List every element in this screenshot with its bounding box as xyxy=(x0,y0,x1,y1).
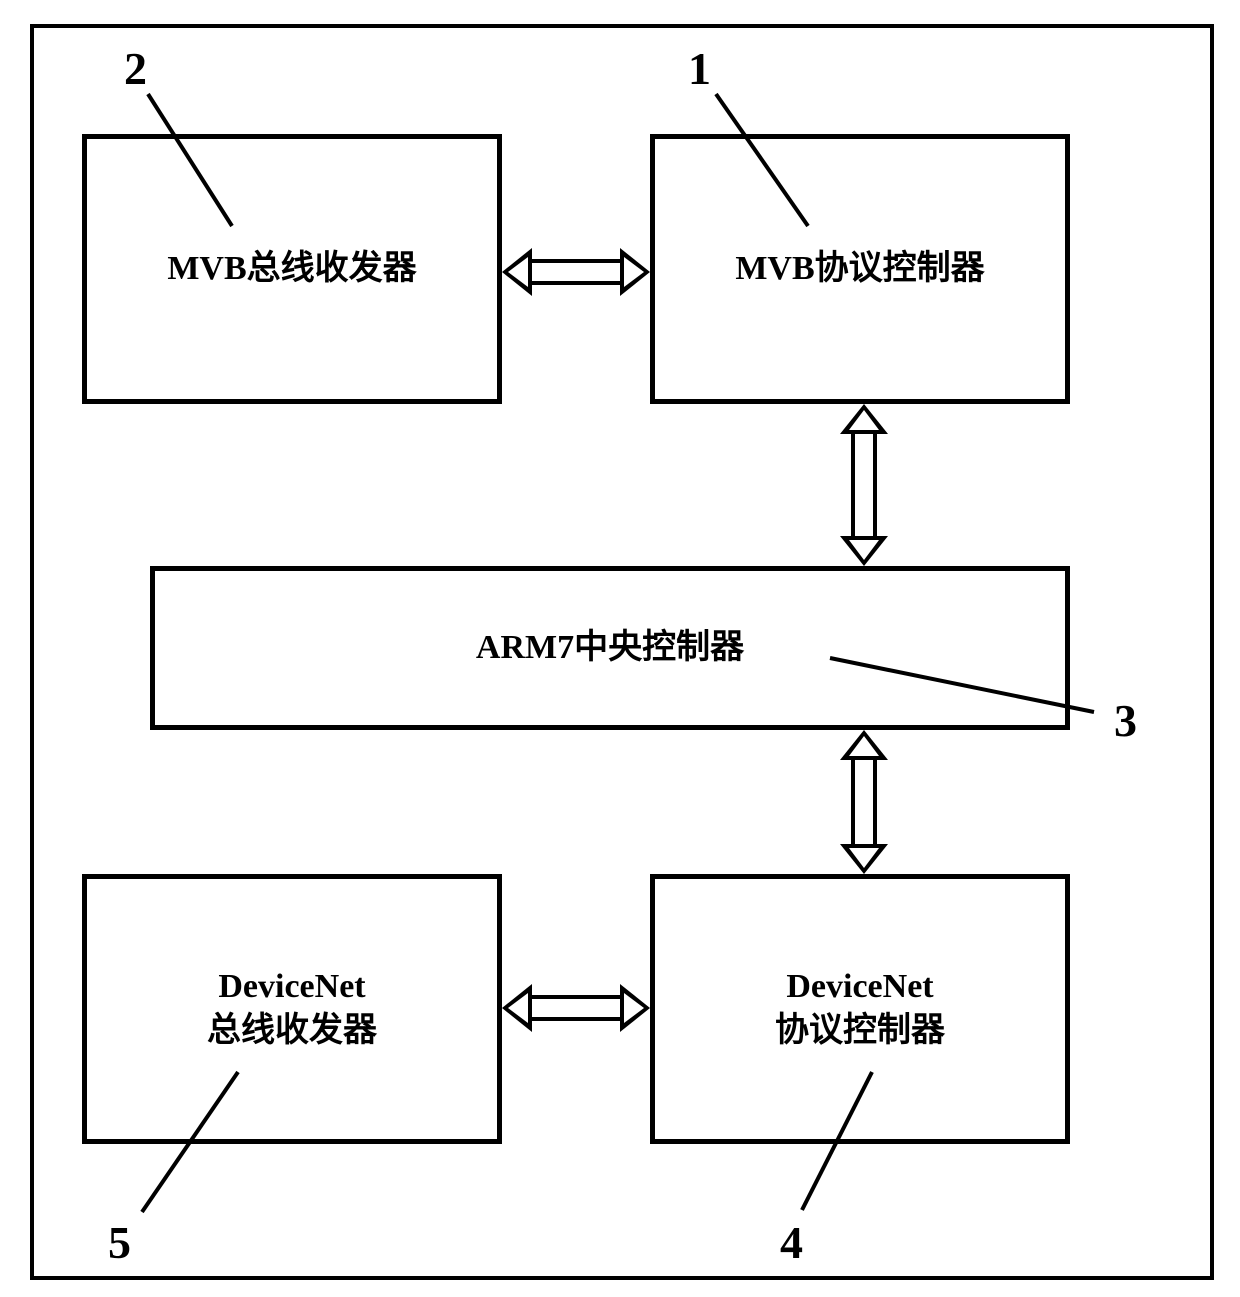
double-arrow-box2-box1 xyxy=(502,248,650,296)
node-label-line1: DeviceNet xyxy=(786,965,933,1009)
arrow-shaft xyxy=(532,259,620,285)
arrow-shaft xyxy=(851,760,877,844)
arrow-head-up-icon xyxy=(840,404,888,434)
arrow-head-left-icon xyxy=(502,248,532,296)
double-arrow-box3-box4 xyxy=(840,730,888,874)
node-label: MVB协议控制器 xyxy=(735,247,984,291)
arrow-shaft xyxy=(851,434,877,536)
arrow-head-up-icon xyxy=(840,730,888,760)
node-label: MVB总线收发器 xyxy=(167,247,416,291)
double-arrow-box1-box3 xyxy=(840,404,888,566)
node-mvb-bus-transceiver: MVB总线收发器 xyxy=(82,134,502,404)
arrow-head-right-icon xyxy=(620,984,650,1032)
arrow-head-right-icon xyxy=(620,248,650,296)
node-mvb-protocol-controller: MVB协议控制器 xyxy=(650,134,1070,404)
node-devicenet-bus-transceiver: DeviceNet 总线收发器 xyxy=(82,874,502,1144)
callout-number-4: 4 xyxy=(780,1216,803,1269)
arrow-head-down-icon xyxy=(840,844,888,874)
node-arm7-central-controller: ARM7中央控制器 xyxy=(150,566,1070,730)
callout-number-5: 5 xyxy=(108,1216,131,1269)
callout-number-2: 2 xyxy=(124,42,147,95)
arrow-shaft xyxy=(532,995,620,1021)
node-label: ARM7中央控制器 xyxy=(476,626,744,670)
arrow-head-down-icon xyxy=(840,536,888,566)
arrow-head-left-icon xyxy=(502,984,532,1032)
double-arrow-box5-box4 xyxy=(502,984,650,1032)
node-label-line2: 协议控制器 xyxy=(775,1009,945,1053)
node-devicenet-protocol-controller: DeviceNet 协议控制器 xyxy=(650,874,1070,1144)
callout-number-1: 1 xyxy=(688,42,711,95)
diagram-canvas: MVB总线收发器 MVB协议控制器 ARM7中央控制器 DeviceNet 总线… xyxy=(0,0,1240,1297)
callout-number-3: 3 xyxy=(1114,694,1137,747)
node-label-line1: DeviceNet xyxy=(218,965,365,1009)
node-label-line2: 总线收发器 xyxy=(207,1009,377,1053)
